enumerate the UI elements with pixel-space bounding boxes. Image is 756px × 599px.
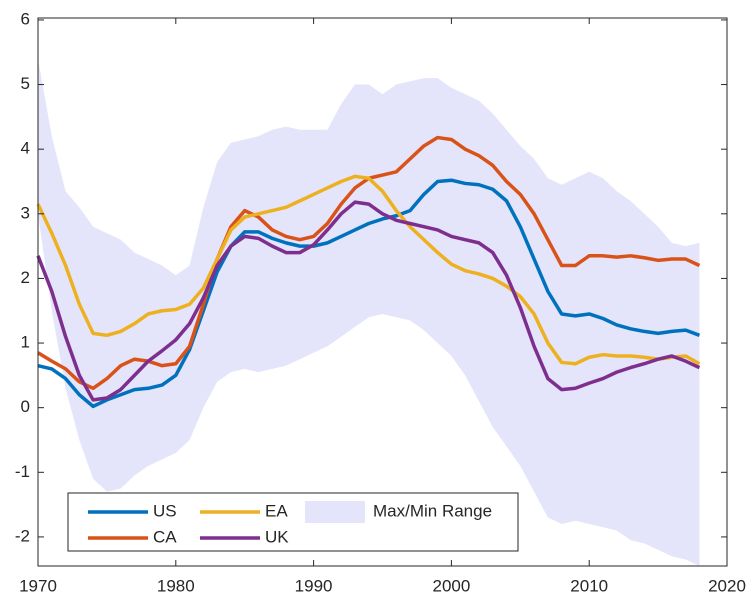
y-tick-label: 2 xyxy=(21,268,30,287)
series-line xyxy=(36,174,701,366)
legend-label: CA xyxy=(153,527,177,546)
x-tick-label: 1970 xyxy=(19,576,57,595)
y-tick-label: 0 xyxy=(21,397,30,416)
y-tick-label: -1 xyxy=(15,462,30,481)
series-line xyxy=(36,200,701,402)
y-tick-label: -2 xyxy=(15,526,30,545)
y-tick-label: 4 xyxy=(21,139,30,158)
y-tick-label: 6 xyxy=(21,9,30,28)
x-tick-label: 2010 xyxy=(570,576,608,595)
axes-box xyxy=(37,17,728,567)
legend-label: EA xyxy=(265,501,288,520)
y-tick-label: 5 xyxy=(21,74,30,93)
legend-swatch xyxy=(305,501,365,523)
y-tick-label: 3 xyxy=(21,203,30,222)
x-tick-label: 2000 xyxy=(432,576,470,595)
x-tick-label: 1980 xyxy=(157,576,195,595)
y-tick-label: 1 xyxy=(21,333,30,352)
range-band xyxy=(38,58,700,566)
legend-label: Max/Min Range xyxy=(373,501,492,520)
legend-label: UK xyxy=(265,527,289,546)
legend-label: US xyxy=(153,501,177,520)
series-line xyxy=(37,178,701,409)
legend-box xyxy=(67,492,519,552)
legend: US CA EA UK Max/Min Range xyxy=(67,492,519,552)
x-tick-label: 1990 xyxy=(295,576,333,595)
x-tick-label: 2020 xyxy=(708,576,746,595)
